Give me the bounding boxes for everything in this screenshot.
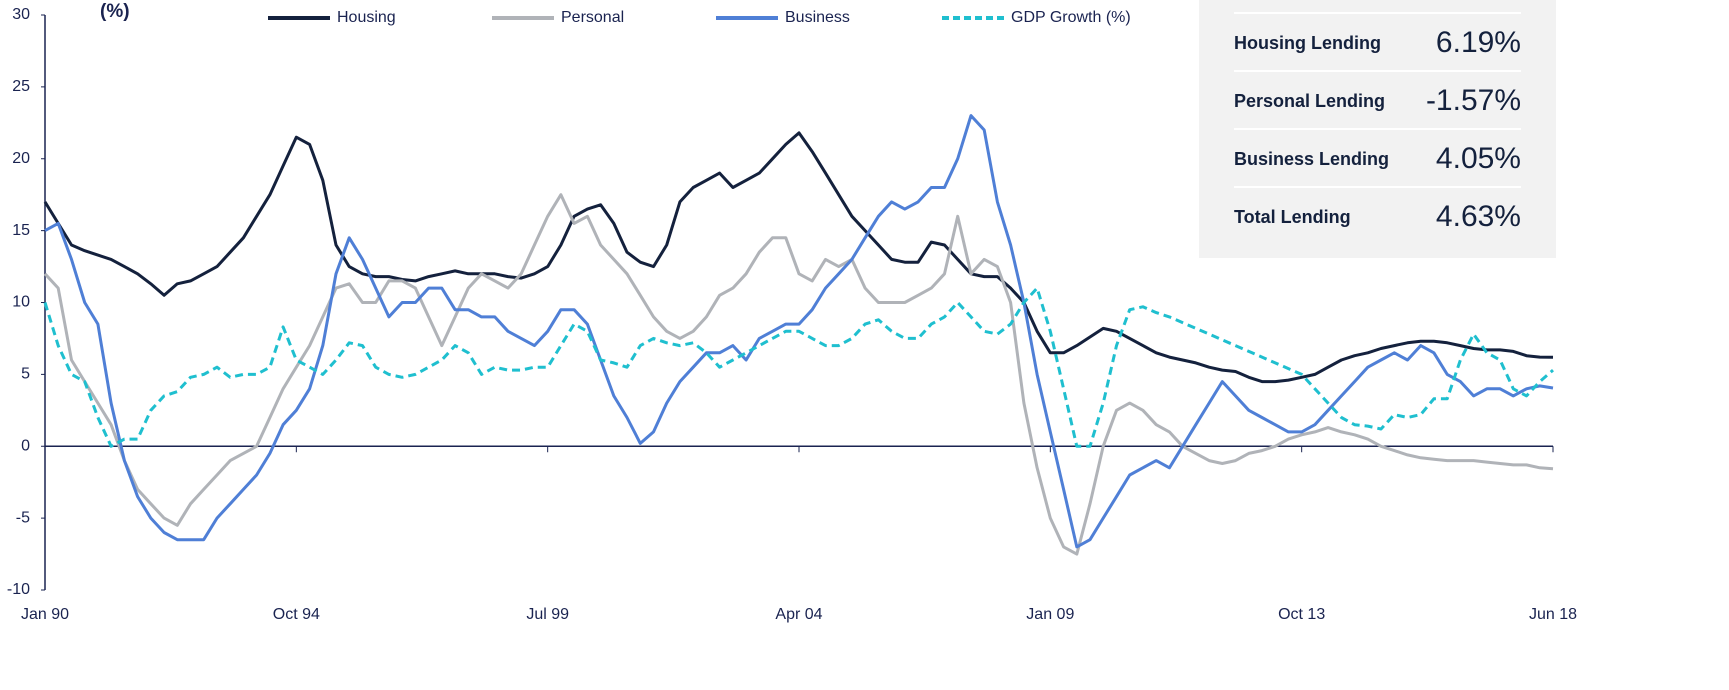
summary-label: Business Lending (1234, 149, 1389, 169)
y-tick-label: 25 (12, 78, 30, 95)
y-axis-label: (%) (100, 1, 130, 22)
y-tick-label: -10 (7, 581, 30, 598)
legend-label: Business (785, 9, 850, 26)
summary-value: 4.63% (1436, 200, 1521, 233)
y-tick-label: 20 (12, 150, 30, 167)
legend-label: Housing (337, 9, 396, 26)
x-tick-label: Jan 90 (21, 606, 69, 623)
summary-value: 6.19% (1436, 26, 1521, 59)
summary-value: 4.05% (1436, 142, 1521, 175)
legend-label: GDP Growth (%) (1011, 9, 1131, 26)
series-line (43, 193, 1554, 556)
y-tick-label: 30 (12, 6, 30, 23)
x-tick-label: Apr 04 (775, 606, 822, 623)
series-line (43, 286, 1554, 448)
x-tick-label: Jul 99 (526, 606, 569, 623)
summary-label: Personal Lending (1234, 91, 1385, 111)
y-tick-label: 0 (21, 437, 30, 454)
x-tick-label: Oct 13 (1278, 606, 1325, 623)
x-tick-label: Oct 94 (273, 606, 320, 623)
summary-label: Total Lending (1234, 207, 1351, 227)
y-tick-label: -5 (16, 509, 30, 526)
series-line (44, 114, 1554, 549)
y-tick-label: 10 (12, 294, 30, 311)
x-tick-label: Jun 18 (1529, 606, 1577, 623)
legend-label: Personal (561, 9, 624, 26)
summary-value: -1.57% (1426, 84, 1521, 117)
y-tick-label: 5 (21, 366, 30, 383)
summary-label: Housing Lending (1234, 33, 1381, 53)
x-tick-label: Jan 09 (1026, 606, 1074, 623)
y-tick-label: 15 (12, 222, 30, 239)
series-line (43, 131, 1554, 384)
